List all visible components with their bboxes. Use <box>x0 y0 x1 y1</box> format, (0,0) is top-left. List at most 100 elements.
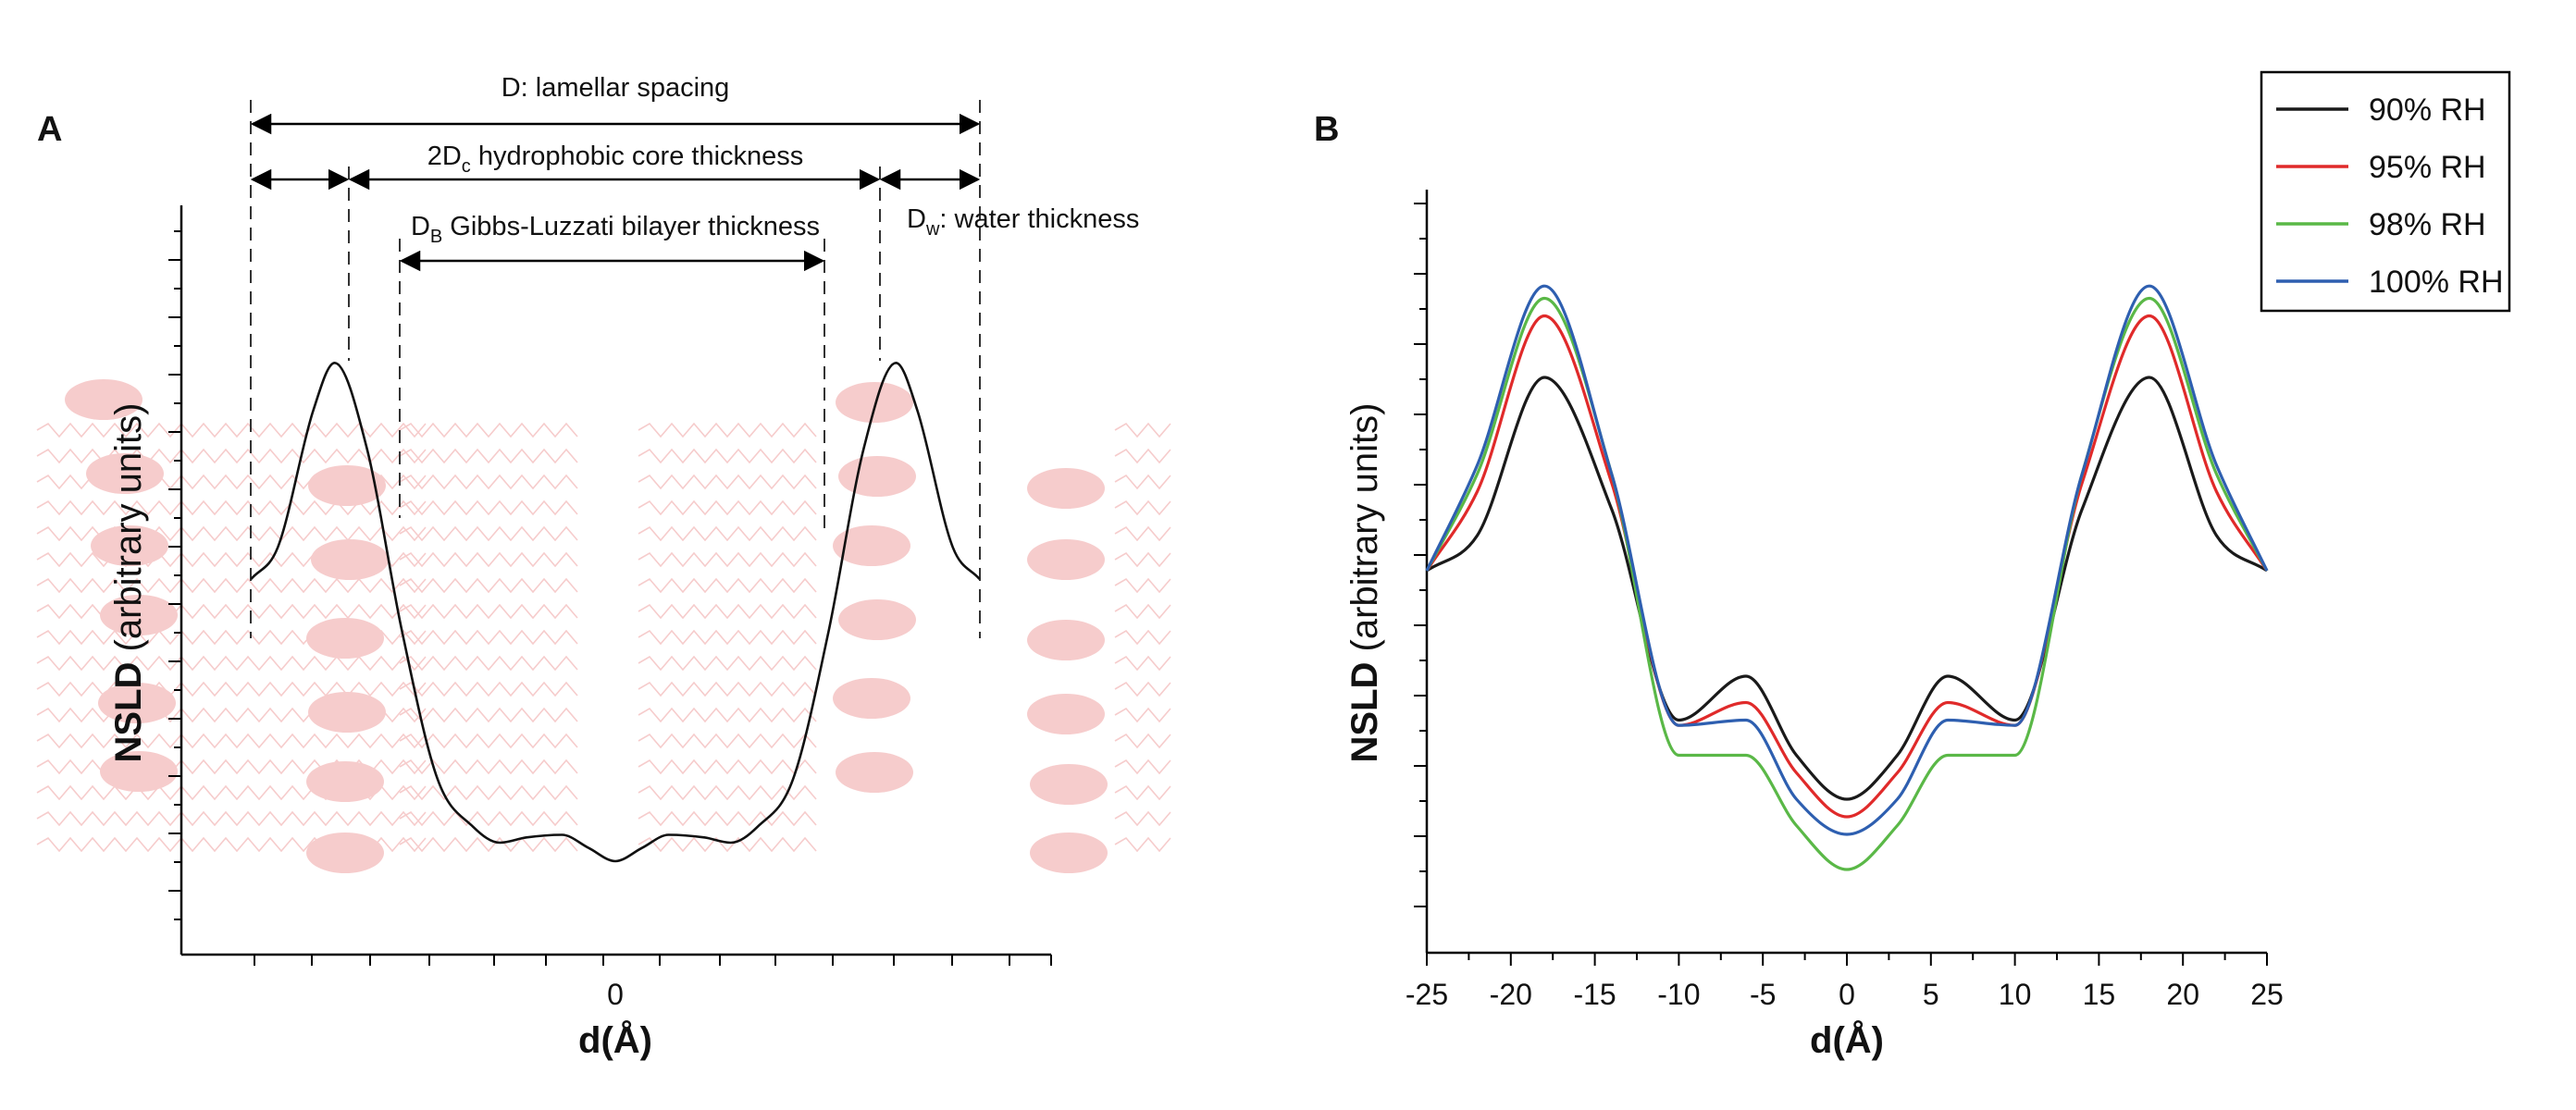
lipid-chain <box>36 784 427 801</box>
x-tick-label: 0 <box>1839 978 1855 1011</box>
lipid-chain <box>1114 525 1171 542</box>
lipid-chain <box>638 629 817 646</box>
lamellar-spacing-label: D: lamellar spacing <box>502 73 730 103</box>
lipid-headgroup <box>306 832 384 873</box>
lipid-chain <box>36 551 427 568</box>
lipid-chain <box>36 629 427 646</box>
lipid-chain <box>399 551 578 568</box>
lipid-chain <box>36 525 427 542</box>
legend-label: 95% RH <box>2369 150 2486 185</box>
x-tick-label: -20 <box>1490 978 1532 1011</box>
series-nsld-profile <box>250 361 981 863</box>
lipid-headgroup <box>1030 764 1108 805</box>
lipid-headgroup <box>1027 694 1105 734</box>
lipid-chain <box>399 500 578 516</box>
lipid-chain <box>36 474 427 490</box>
lipid-headgroup <box>1027 539 1105 580</box>
lipid-chain <box>399 681 578 697</box>
x-tick-label: -10 <box>1657 978 1700 1011</box>
lipid-chain <box>399 474 578 490</box>
panel-a-letter: A <box>37 110 62 149</box>
legend-label: 100% RH <box>2369 265 2504 300</box>
lipid-headgroup <box>838 599 916 640</box>
lipid-chain <box>36 422 427 438</box>
lipid-chain <box>638 474 817 490</box>
lipid-chain <box>399 525 578 542</box>
lipid-chain <box>36 836 427 853</box>
lipid-headgroup <box>65 379 142 420</box>
lipid-chain <box>399 655 578 672</box>
panel-b-x-tick-labels: -25 -20 -15 -10 -5 0 5 10 15 20 25 <box>1406 978 2284 1011</box>
lipid-chain <box>638 810 817 827</box>
lipid-chain <box>399 577 578 594</box>
lipid-chain <box>638 758 817 775</box>
water-thickness-label: Dw: water thickness <box>907 204 1139 240</box>
lipid-headgroup <box>311 539 389 580</box>
lipid-chain <box>399 810 578 827</box>
gibbs-luzzati-label: DB Gibbs-Luzzati bilayer thickness <box>411 212 820 247</box>
lipid-chain <box>399 629 578 646</box>
lipid-chain <box>638 500 817 516</box>
lipid-chain <box>36 448 427 464</box>
lipid-chain <box>1114 577 1171 594</box>
panel-a-x-axis-label: d(Å) <box>578 1019 652 1061</box>
series-90-rh <box>1426 376 2268 801</box>
lipid-chain <box>36 500 427 516</box>
lipid-headgroup <box>98 683 176 723</box>
series-100-rh <box>1425 284 2269 836</box>
lipid-chain <box>638 603 817 620</box>
lipid-chain <box>1114 551 1171 568</box>
lipid-chain <box>1114 784 1171 801</box>
panel-a-plot <box>250 361 981 863</box>
lipid-chain <box>638 422 817 438</box>
lipid-chain <box>638 448 817 464</box>
lipid-chain <box>1114 733 1171 749</box>
panel-b-x-axis-label: d(Å) <box>1810 1019 1884 1061</box>
x-tick-label: 15 <box>2083 978 2116 1011</box>
lipid-headgroup <box>833 525 910 566</box>
x-tick-label: -15 <box>1573 978 1616 1011</box>
lipid-chain <box>399 422 578 438</box>
lipid-chain <box>1114 474 1171 490</box>
lipid-chain <box>1114 448 1171 464</box>
lipid-chain <box>638 525 817 542</box>
lipid-chain <box>399 784 578 801</box>
lipid-chain <box>36 577 427 594</box>
lipid-chain <box>399 836 578 853</box>
lipid-chain <box>399 448 578 464</box>
lipid-chain <box>399 707 578 723</box>
panel-b-letter: B <box>1314 110 1339 149</box>
lipid-chain <box>36 681 427 697</box>
panel-b-plot <box>1425 284 2269 871</box>
x-tick-label: 10 <box>1999 978 2032 1011</box>
lipid-chain <box>638 551 817 568</box>
lipid-headgroup <box>308 692 386 733</box>
lipid-headgroup <box>833 678 910 719</box>
lipid-chain <box>399 733 578 749</box>
panel-a-y-axis-label: NSLD (arbitrary units) <box>108 403 149 763</box>
lipid-chain <box>36 655 427 672</box>
lipid-chain <box>638 784 817 801</box>
panel-a-x-tick-label-0: 0 <box>607 978 624 1011</box>
lipid-chain <box>1114 629 1171 646</box>
lipid-headgroup <box>91 525 168 566</box>
panel-b: B -25 -20 -15 -10 -5 0 5 10 15 20 25 d(Å) NSLD (ar… <box>1314 70 2511 1061</box>
lipid-chain <box>399 603 578 620</box>
lipid-chain <box>36 603 427 620</box>
legend-label: 98% RH <box>2369 207 2486 242</box>
panel-a-ticks <box>168 230 1052 966</box>
x-tick-label: 25 <box>2250 978 2284 1011</box>
lipid-headgroup <box>1030 832 1108 873</box>
lipid-headgroup <box>306 618 384 659</box>
lipid-chain <box>1114 655 1171 672</box>
x-tick-label: -5 <box>1750 978 1776 1011</box>
series-95-rh <box>1425 314 2269 819</box>
legend-box <box>2260 70 2511 313</box>
lipid-chain <box>638 836 817 853</box>
legend: 90% RH 95% RH 98% RH 100% RH <box>2260 70 2511 313</box>
x-tick-label: -25 <box>1406 978 1448 1011</box>
lipid-chain <box>638 733 817 749</box>
x-tick-label: 5 <box>1923 978 1939 1011</box>
lipid-chain <box>36 707 427 723</box>
